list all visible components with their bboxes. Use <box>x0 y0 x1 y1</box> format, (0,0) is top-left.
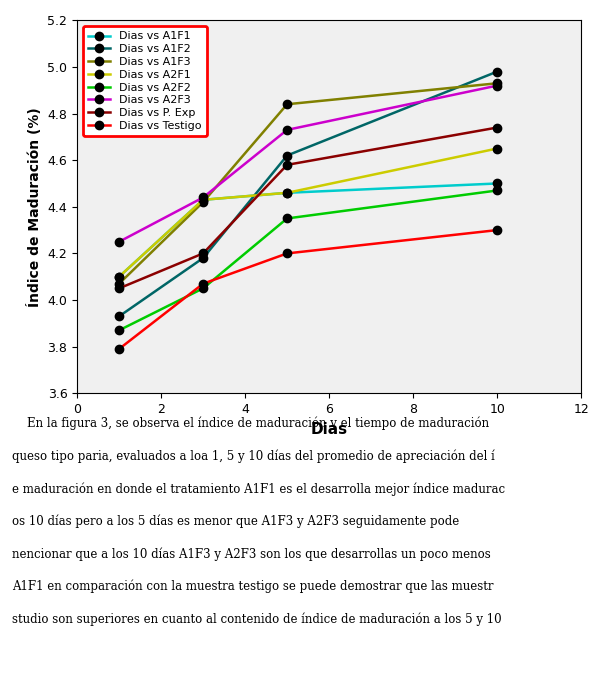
Dias vs A2F2 <box>116 326 123 334</box>
Dias vs A1F2 <box>116 313 123 321</box>
Dias vs A2F1 <box>199 196 206 204</box>
Dias vs P. Exp <box>116 284 123 292</box>
Text: nencionar que a los 10 días A1F3 y A2F3 son los que desarrollas un poco menos: nencionar que a los 10 días A1F3 y A2F3 … <box>12 547 490 561</box>
Dias vs A1F2 <box>283 151 291 159</box>
Dias vs A1F3 <box>283 100 291 108</box>
Dias vs P. Exp <box>199 250 206 258</box>
Text: os 10 días pero a los 5 días es menor que A1F3 y A2F3 seguidamente pode: os 10 días pero a los 5 días es menor qu… <box>12 515 459 528</box>
Y-axis label: Índice de Maduración (%): Índice de Maduración (%) <box>27 107 42 306</box>
Dias vs A1F1 <box>493 180 500 188</box>
Line: Dias vs A1F1: Dias vs A1F1 <box>115 179 501 281</box>
Dias vs Testigo <box>493 226 500 234</box>
Dias vs A1F3 <box>493 79 500 87</box>
Line: Dias vs A2F2: Dias vs A2F2 <box>115 186 501 334</box>
Dias vs A2F2 <box>493 186 500 195</box>
Dias vs A1F1 <box>199 196 206 204</box>
Dias vs A1F1 <box>116 273 123 281</box>
Line: Dias vs P. Exp: Dias vs P. Exp <box>115 123 501 292</box>
Dias vs A1F1 <box>283 188 291 197</box>
Dias vs A1F2 <box>493 68 500 76</box>
Dias vs A2F3 <box>283 126 291 134</box>
Dias vs A2F2 <box>199 284 206 292</box>
Dias vs A2F1 <box>116 273 123 281</box>
Text: queso tipo paria, evaluados a loa 1, 5 y 10 días del promedio de apreciación del: queso tipo paria, evaluados a loa 1, 5 y… <box>12 450 495 463</box>
Dias vs A1F2 <box>199 254 206 262</box>
Dias vs Testigo <box>283 250 291 258</box>
Legend: Dias vs A1F1, Dias vs A1F2, Dias vs A1F3, Dias vs A2F1, Dias vs A2F2, Dias vs A2: Dias vs A1F1, Dias vs A1F2, Dias vs A1F3… <box>82 26 208 136</box>
Dias vs A2F3 <box>199 193 206 201</box>
Line: Dias vs Testigo: Dias vs Testigo <box>115 226 501 353</box>
Dias vs P. Exp <box>493 123 500 132</box>
Text: e maduración en donde el tratamiento A1F1 es el desarrolla mejor índice madurac: e maduración en donde el tratamiento A1F… <box>12 482 505 496</box>
Line: Dias vs A2F1: Dias vs A2F1 <box>115 144 501 281</box>
Line: Dias vs A1F2: Dias vs A1F2 <box>115 67 501 321</box>
Text: A1F1 en comparación con la muestra testigo se puede demostrar que las muestr: A1F1 en comparación con la muestra testi… <box>12 580 493 593</box>
Dias vs A1F3 <box>116 279 123 287</box>
Line: Dias vs A2F3: Dias vs A2F3 <box>115 81 501 246</box>
Dias vs A2F3 <box>493 81 500 89</box>
Text: En la figura 3, se observa el índice de maduración y el tiempo de maduración: En la figura 3, se observa el índice de … <box>12 417 489 431</box>
Dias vs P. Exp <box>283 161 291 169</box>
Dias vs A1F3 <box>199 198 206 206</box>
Dias vs A2F1 <box>493 144 500 153</box>
Dias vs A2F3 <box>116 238 123 246</box>
Dias vs A2F2 <box>283 214 291 222</box>
Line: Dias vs A1F3: Dias vs A1F3 <box>115 79 501 288</box>
Dias vs Testigo <box>116 345 123 353</box>
X-axis label: Dias: Dias <box>311 422 347 437</box>
Dias vs A2F1 <box>283 188 291 197</box>
Dias vs Testigo <box>199 279 206 287</box>
Text: studio son superiores en cuanto al contenido de índice de maduración a los 5 y 1: studio son superiores en cuanto al conte… <box>12 612 502 626</box>
